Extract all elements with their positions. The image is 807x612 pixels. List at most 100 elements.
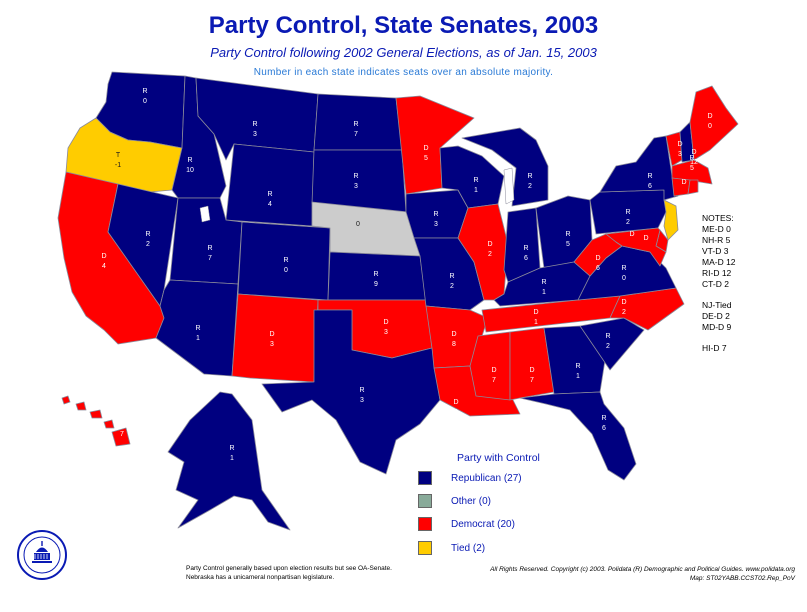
state-label-MI: R [527,173,532,180]
state-label-AL: 7 [530,377,534,384]
state-labels: R0T-1D4R2R10R3R4R7R1R0D3R7R30R9D3R3D5R3R… [101,88,712,462]
legend-swatch [418,471,432,485]
state-label-SD: R [353,173,358,180]
state-label-OR: T [116,152,121,159]
state-label-MN: D [423,145,428,152]
legend-label: Tied (2) [451,542,486,554]
state-label-MA: D [691,149,696,156]
legend-swatch [418,541,432,555]
note-line: VT-D 3 [702,246,729,256]
note-line: CT-D 2 [702,279,729,289]
state-label-NY: R [647,173,652,180]
state-MD [605,227,667,267]
state-label-NE: 0 [356,221,360,228]
state-label-GA: R [575,363,580,370]
state-label-FL: 6 [602,425,606,432]
legend-swatch [418,517,432,531]
state-MI [461,127,549,207]
state-AK [167,391,291,531]
legend-label: Democrat (20) [451,518,515,530]
state-AL [509,327,555,401]
state-ME [689,85,739,161]
state-label-NH: 5 [690,165,694,172]
legend-label: Republican (27) [451,472,522,484]
state-label-PA: 2 [626,219,630,226]
state-label-MS: D [491,367,496,374]
state-label-TN: 1 [534,319,538,326]
legend-item-democrat: Democrat (20) [418,517,515,531]
state-label-IL: 2 [488,251,492,258]
state-label-LA: D [453,399,458,406]
state-label-MN: 5 [424,155,428,162]
state-label-LA: 6 [454,409,458,416]
map-subtitle: Party Control following 2002 General Ele… [210,45,597,60]
state-label-AR: 8 [452,341,456,348]
state-label-WV: D [595,255,600,262]
state-label-MD: D [629,231,634,238]
state-label-PA: R [625,209,630,216]
state-label-MO: R [449,273,454,280]
state-label-NC: 2 [622,309,626,316]
state-label-MS: 7 [492,377,496,384]
state-label-VA: R [621,265,626,272]
state-label-NM: D [269,331,274,338]
note-line: NJ-Tied [702,300,732,310]
note-line: NH-R 5 [702,235,731,245]
state-label-VT: D [677,141,682,148]
state-SD [311,149,407,213]
state-label-ID: R [187,157,192,164]
note-line: DE-D 2 [702,311,730,321]
state-GA [543,325,607,395]
state-label-AK: 1 [230,455,234,462]
footnote-left: Party Control generally based upon elect… [186,564,392,582]
state-label-HI: 7 [120,431,124,438]
state-label-ID: 10 [186,167,194,174]
legend-label: Other (0) [451,495,492,507]
state-label-NC: D [621,299,626,306]
state-NJ [663,199,679,241]
state-label-AZ: 1 [196,335,200,342]
state-NY [599,135,679,201]
state-label-TN: D [533,309,538,316]
state-NM [231,293,319,383]
state-label-AR: D [451,331,456,338]
notes-header: NOTES: [702,213,734,223]
state-label-IN: R [523,245,528,252]
state-FL [519,391,637,481]
state-label-TX: 3 [360,397,364,404]
state-label-DE: D [643,235,648,242]
note-line: MD-D 9 [702,322,732,332]
state-label-WY: R [267,191,272,198]
copyright-line: All Rights Reserved. Copyright (c) 2003.… [490,566,795,573]
state-label-UT: R [207,245,212,252]
state-label-WY: 4 [268,201,272,208]
state-label-OH: R [565,231,570,238]
state-label-OH: 5 [566,241,570,248]
legend-item-republican: Republican (27) [418,471,522,485]
state-label-NM: 3 [270,341,274,348]
state-label-AK: R [229,445,234,452]
state-label-KS: 9 [374,281,378,288]
state-label-VT: 3 [678,151,682,158]
map-id-line: Map: ST02YABB.CCST02.Rep_PoV [689,575,795,582]
state-label-KS: R [373,271,378,278]
state-label-KY: 1 [542,289,546,296]
state-label-ND: 7 [354,131,358,138]
state-label-CO: 0 [284,267,288,274]
state-label-TX: R [359,387,364,394]
state-label-MT: R [252,121,257,128]
state-label-NV: R [145,231,150,238]
state-label-OK: 3 [384,329,388,336]
state-label-IN: 6 [524,255,528,262]
state-label-VA: 0 [622,275,626,282]
state-WY [225,143,315,227]
note-line: HI-D 7 [702,343,727,353]
state-label-SC: R [605,333,610,340]
legend-swatch [418,494,432,508]
state-label-IL: D [487,241,492,248]
state-label-ME: 0 [708,123,712,130]
state-label-WA: 0 [143,98,147,105]
state-label-KY: R [541,279,546,286]
state-label-WI: 1 [474,187,478,194]
